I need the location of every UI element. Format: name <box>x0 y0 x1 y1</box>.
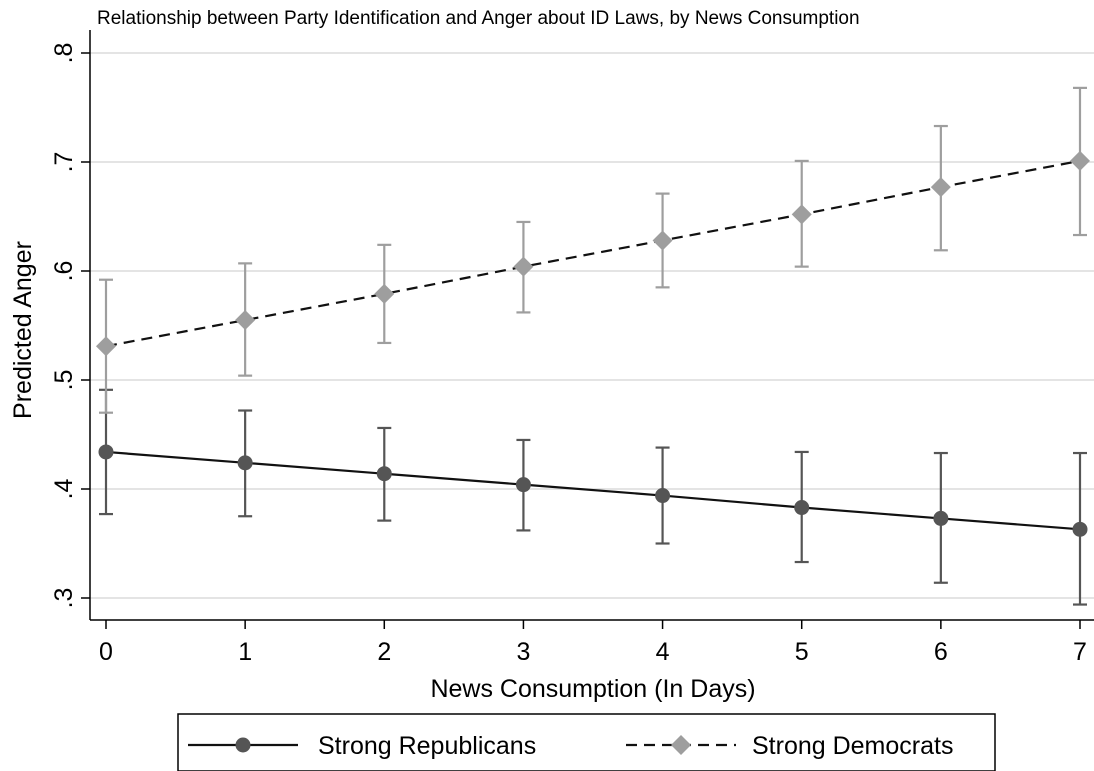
chart-title: Relationship between Party Identificatio… <box>97 8 860 29</box>
data-point <box>655 488 671 504</box>
data-point <box>791 204 812 225</box>
series-line <box>105 159 1081 348</box>
x-axis-label: News Consumption (In Days) <box>430 675 755 703</box>
axis-layer: .3 .4 .5 .6 .7 .8 0 1 2 3 4 5 6 7 <box>50 30 1094 666</box>
data-point <box>933 510 949 526</box>
x-tick-label: 4 <box>656 638 670 666</box>
x-tick-label: 3 <box>516 638 530 666</box>
legend-label: Strong Republicans <box>318 732 536 760</box>
grid-layer <box>90 52 1094 599</box>
x-tick-label: 6 <box>934 638 948 666</box>
legend: Strong Republicans Strong Democrats <box>177 713 996 771</box>
y-tick-label: .5 <box>50 370 78 391</box>
data-point <box>98 444 114 460</box>
data-point <box>96 336 116 357</box>
y-axis-label: Predicted Anger <box>9 241 37 419</box>
y-tick-label: .8 <box>50 43 78 64</box>
legend-entry-strong-democrats: Strong Democrats <box>626 732 953 760</box>
data-point <box>794 500 810 516</box>
x-tick-label: 2 <box>377 638 391 666</box>
y-tick-label: .4 <box>50 478 78 499</box>
data-point <box>515 477 531 493</box>
legend-box <box>177 713 996 771</box>
series-strong-republicans <box>98 388 1088 606</box>
series-line <box>105 450 1081 531</box>
x-tick-label: 5 <box>795 638 809 666</box>
series-strong-democrats <box>96 86 1090 414</box>
data-point <box>235 310 256 331</box>
legend-marker <box>671 735 691 755</box>
legend-marker <box>235 737 251 753</box>
data-point <box>652 230 673 251</box>
data-point <box>930 177 951 198</box>
x-tick-label: 1 <box>238 638 252 666</box>
x-tick-label: 0 <box>99 638 113 666</box>
data-point <box>237 455 253 471</box>
legend-label: Strong Democrats <box>752 732 953 760</box>
series-layer <box>96 86 1090 606</box>
y-tick-label: .3 <box>50 588 78 609</box>
y-tick-label: .7 <box>50 152 78 173</box>
data-point <box>1070 150 1090 171</box>
data-point <box>374 283 395 304</box>
data-point <box>1072 521 1088 537</box>
data-point <box>513 256 534 277</box>
y-tick-label: .6 <box>50 261 78 282</box>
data-point <box>376 466 392 482</box>
x-tick-label: 7 <box>1073 638 1087 666</box>
legend-entry-strong-republicans: Strong Republicans <box>188 732 536 760</box>
